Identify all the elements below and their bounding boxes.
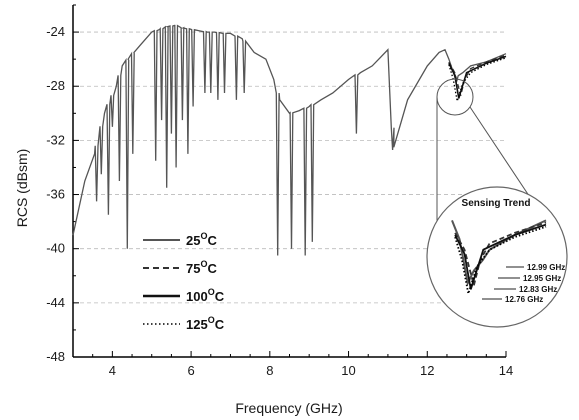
x-tick-label: 8 bbox=[266, 363, 273, 378]
inset-annotation-4: 12.76 GHz bbox=[505, 295, 543, 304]
inset-annotation-3: 12.83 GHz bbox=[519, 285, 557, 294]
legend-label-75: 75OC bbox=[186, 259, 217, 276]
inset-circle bbox=[426, 186, 568, 328]
y-tick-label: -40 bbox=[46, 241, 65, 256]
y-tick-label: -48 bbox=[46, 349, 65, 364]
x-tick-label: 14 bbox=[499, 363, 513, 378]
y-tick-label: -24 bbox=[46, 24, 65, 39]
y-axis-title: RCS (dBsm) bbox=[14, 149, 30, 228]
series-line-25 bbox=[72, 24, 507, 256]
y-tick-label: -28 bbox=[46, 78, 65, 93]
series-lines bbox=[72, 24, 507, 256]
zoom-callout: Sensing Trend 12.99 GHz 12.95 GHz 12.83 … bbox=[426, 78, 568, 328]
inset-annotations: 12.99 GHz 12.95 GHz 12.83 GHz 12.76 GHz bbox=[482, 263, 565, 304]
axes bbox=[72, 4, 507, 358]
legend-label-100: 100OC bbox=[186, 287, 225, 304]
y-tick-label: -44 bbox=[46, 295, 65, 310]
inset-annotation-1: 12.99 GHz bbox=[527, 263, 565, 272]
x-tick-label: 4 bbox=[109, 363, 116, 378]
x-axis-title: Frequency (GHz) bbox=[235, 400, 342, 416]
legend-label-125: 125OC bbox=[186, 315, 225, 332]
y-tick-labels: -48 -44 -40 -36 -32 -28 -24 bbox=[46, 24, 65, 364]
zoom-source-circle bbox=[436, 78, 474, 116]
inset-annotation-2: 12.95 GHz bbox=[523, 274, 561, 283]
y-tick-label: -36 bbox=[46, 187, 65, 202]
y-tick-label: -32 bbox=[46, 132, 65, 147]
inset-curve-100 bbox=[454, 223, 547, 290]
legend-label-25: 25OC bbox=[186, 231, 217, 248]
x-tick-labels: 4 6 8 10 12 14 bbox=[109, 363, 513, 378]
legend: 25OC 75OC 100OC 125OC bbox=[143, 231, 225, 332]
x-tick-label: 10 bbox=[341, 363, 355, 378]
inset-title: Sensing Trend bbox=[462, 198, 531, 209]
x-tick-label: 12 bbox=[420, 363, 434, 378]
x-tick-label: 6 bbox=[187, 363, 194, 378]
series-line-100 bbox=[448, 55, 507, 99]
inset-curves bbox=[451, 219, 547, 294]
